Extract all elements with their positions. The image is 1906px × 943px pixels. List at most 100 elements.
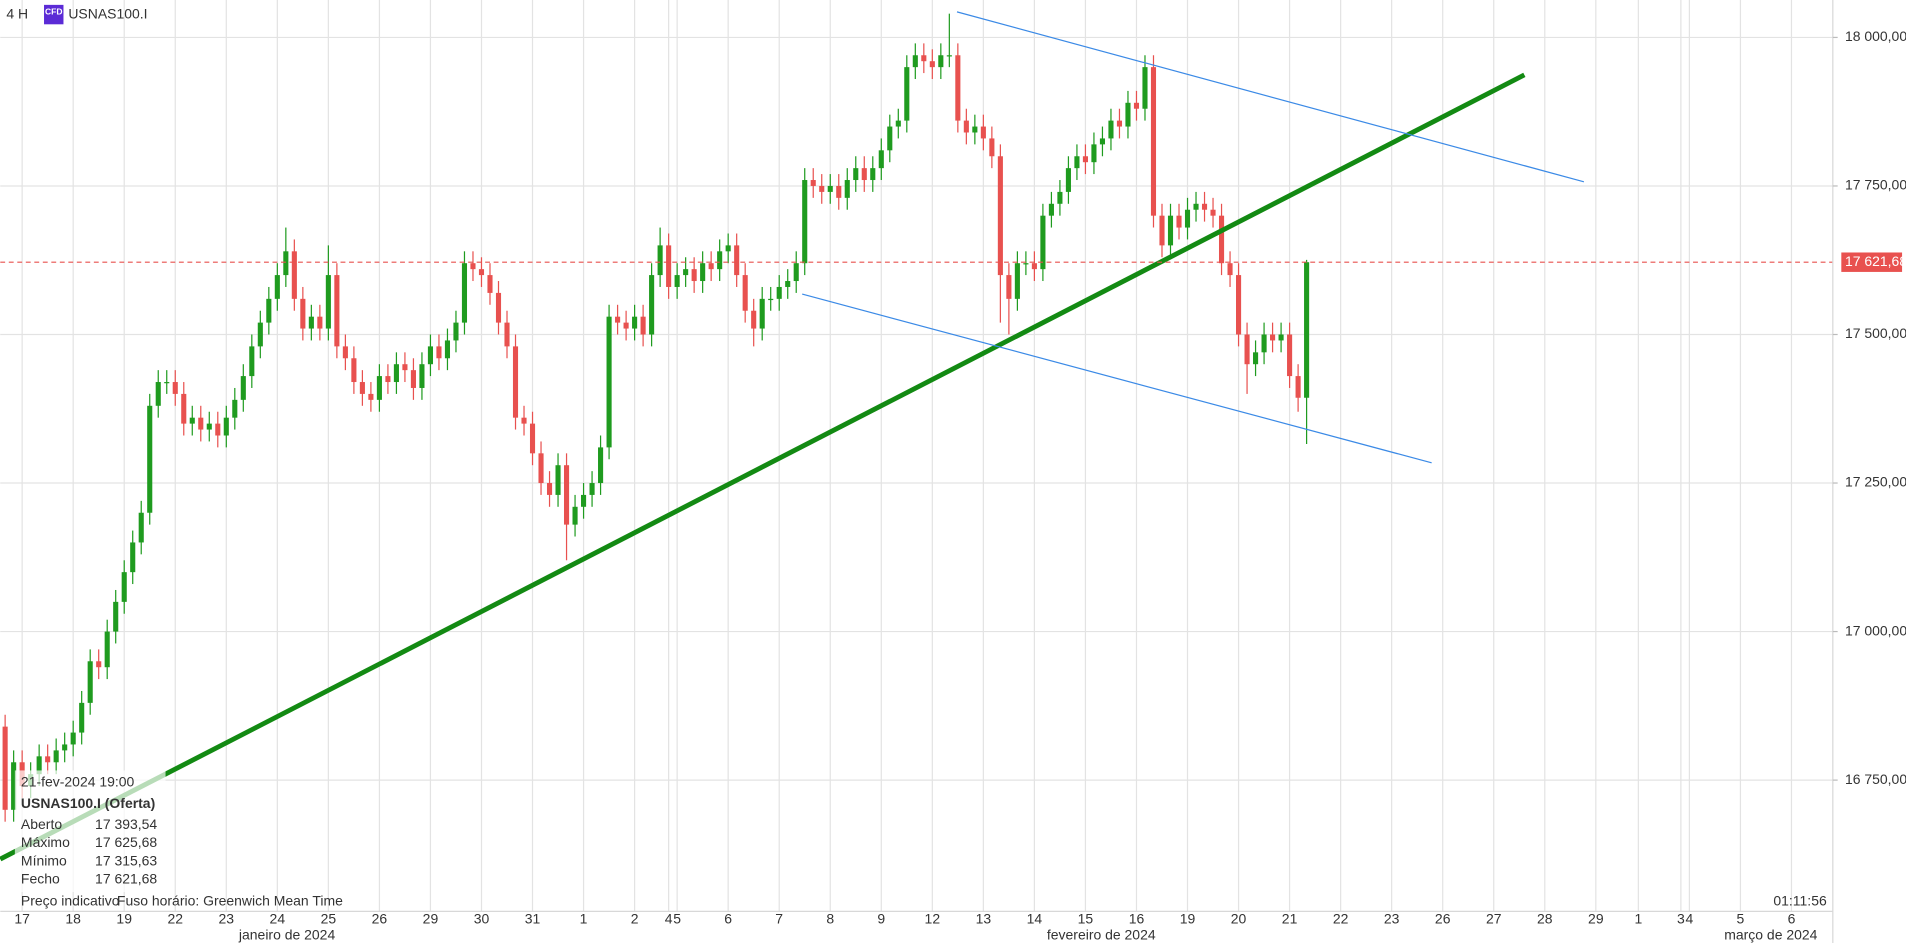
candle-body — [79, 702, 85, 733]
x-tick-label: 14 — [1027, 911, 1043, 927]
trend-line — [956, 11, 1585, 183]
candle-body — [1006, 275, 1012, 299]
candle-body — [1253, 352, 1259, 365]
x-tick-label: 27 — [1486, 911, 1502, 927]
candle-body — [853, 168, 859, 181]
x-tick-label: 29 — [423, 911, 439, 927]
x-tick-label: 6 — [1788, 911, 1796, 927]
candle-body — [623, 322, 629, 329]
x-tick-label: 5 — [673, 911, 681, 927]
y-tick-label: 17 750,00 — [1845, 177, 1906, 193]
candle-body — [53, 750, 59, 763]
candle-body — [521, 417, 527, 424]
candle-body — [581, 494, 587, 507]
footer-clock: 01:11:56 — [1773, 892, 1827, 908]
candle-body — [1031, 263, 1037, 270]
candle-body — [819, 185, 825, 192]
candle-body — [955, 55, 961, 121]
candle-body — [104, 631, 110, 668]
x-tick-label: 19 — [116, 911, 132, 927]
candle-body — [444, 340, 451, 359]
candle-body — [189, 417, 195, 424]
candle-body — [1065, 168, 1071, 192]
candle-body — [1218, 215, 1225, 264]
x-tick-label: 12 — [925, 911, 941, 927]
candle-body — [1091, 144, 1097, 163]
candle-body — [283, 251, 289, 276]
candle-body — [802, 180, 808, 264]
candle-body — [700, 263, 706, 282]
trend-line — [0, 72, 1526, 862]
candle-body — [478, 269, 485, 276]
month-label: fevereiro de 2024 — [1047, 926, 1156, 942]
candle-body — [598, 447, 604, 484]
candle-body — [206, 423, 212, 430]
candle-body — [1074, 156, 1080, 169]
x-tick-label: 31 — [525, 911, 541, 927]
candle-body — [844, 180, 850, 198]
info-value: 17 621,68 — [95, 870, 157, 886]
x-tick-label: 23 — [219, 911, 235, 927]
candle-body — [36, 756, 42, 775]
x-tick-label: 30 — [474, 911, 490, 927]
candle-body — [997, 156, 1003, 276]
candle-body — [674, 275, 680, 287]
candle-body — [470, 263, 476, 270]
candle-body — [751, 310, 757, 329]
trend-line — [802, 293, 1432, 464]
candle-body — [768, 298, 774, 301]
candle-body — [130, 542, 136, 573]
candle-body — [147, 405, 153, 513]
x-tick-label: 9 — [877, 911, 885, 927]
candle-body — [410, 370, 416, 388]
candle-body — [938, 55, 944, 68]
info-label: Aberto — [21, 816, 62, 832]
symbol: USNAS100.I — [68, 5, 147, 21]
candle-body — [640, 316, 646, 335]
candle-body — [810, 180, 816, 186]
candle-body — [1133, 102, 1140, 109]
candle-body — [2, 726, 8, 810]
candle-body — [164, 382, 170, 384]
candle-body — [1287, 334, 1293, 377]
y-tick-label: 17 500,00 — [1845, 325, 1906, 341]
x-tick-label: 8 — [826, 911, 834, 927]
candle-body — [632, 316, 638, 329]
candle-body — [538, 453, 544, 484]
candle-body — [989, 138, 995, 157]
x-tick-label: 1 — [580, 911, 588, 927]
candle-body — [461, 263, 468, 323]
candle-body — [870, 168, 876, 181]
candle-body — [921, 55, 927, 62]
badge: CFD — [45, 6, 62, 16]
candle-body — [487, 275, 493, 293]
candle-body — [215, 423, 221, 436]
candle-body — [1184, 209, 1191, 228]
candle-body — [606, 316, 612, 448]
info-label: Fecho — [21, 870, 60, 886]
x-tick-label: 24 — [270, 911, 286, 927]
candle-body — [691, 269, 697, 282]
candle-body — [1159, 215, 1165, 246]
x-tick-label: 4 — [665, 911, 673, 927]
x-tick-label: 23 — [1384, 911, 1400, 927]
month-label: março de 2024 — [1724, 926, 1817, 942]
candle-body — [351, 358, 357, 383]
candle-body — [1099, 138, 1106, 145]
candle-body — [1236, 275, 1242, 335]
candle-body — [1176, 215, 1182, 228]
candle-body — [172, 382, 178, 394]
y-tick-label: 17 000,00 — [1845, 622, 1906, 638]
candle-body — [1116, 120, 1123, 127]
candle-body — [555, 465, 561, 495]
candle-body — [1023, 263, 1029, 265]
candle-body — [1304, 262, 1310, 398]
candle-body — [249, 346, 255, 377]
candle-body — [1295, 376, 1301, 398]
badge-icon — [44, 4, 64, 25]
candle-body — [240, 376, 246, 400]
y-tick-label: 16 750,00 — [1845, 771, 1906, 787]
candle-body — [887, 126, 893, 151]
